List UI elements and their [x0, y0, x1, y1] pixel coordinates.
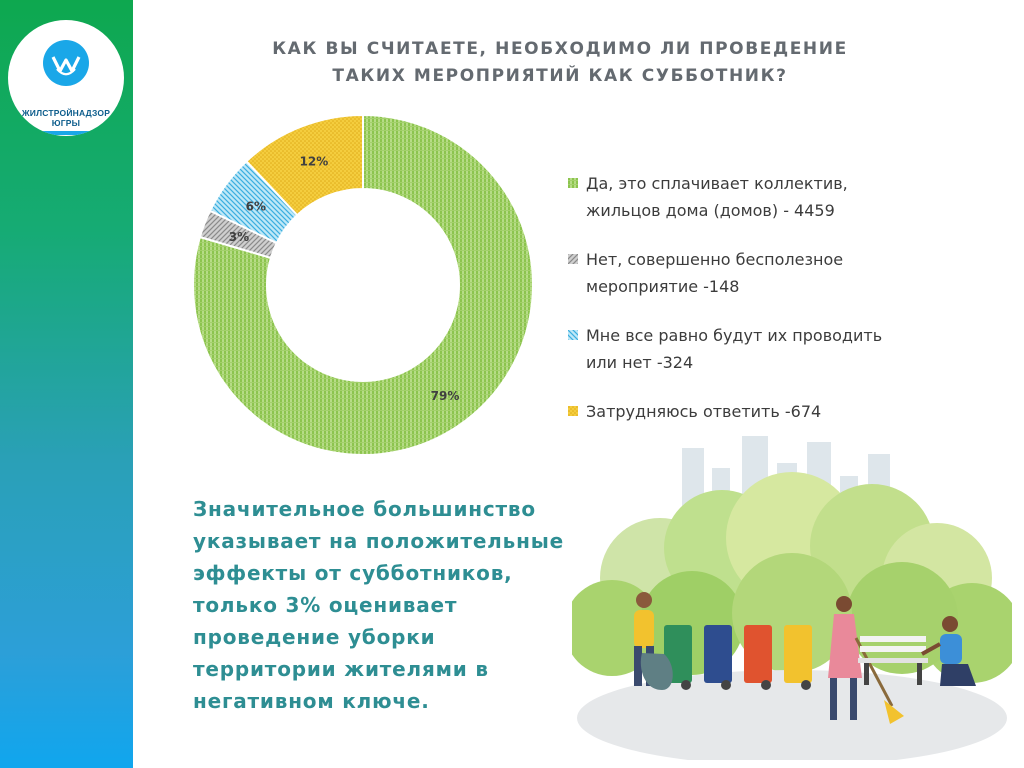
chart-legend: Да, это сплачивает коллектив, жильцов до… [568, 170, 1008, 447]
blue-bin-icon [704, 625, 732, 683]
legend-swatch-undecided [568, 406, 578, 416]
logo: ЖИЛСТРОЙНАДЗОР ЮГРЫ [8, 20, 124, 136]
legend-label-indifferent: Мне все равно будут их проводить или нет… [586, 326, 883, 372]
donut-slice-undecided [245, 113, 364, 217]
red-bin-icon [744, 625, 772, 683]
park-bench-icon [858, 636, 928, 685]
legend-item-undecided: Затрудняюсь ответить -674 [568, 398, 1008, 425]
summary-text: Значительное большинство указывает на по… [193, 497, 564, 713]
legend-swatch-no [568, 254, 578, 264]
person-with-bin-icon [634, 592, 673, 690]
side-color-bar: ЖИЛСТРОЙНАДЗОР ЮГРЫ [0, 0, 133, 768]
legend-item-no: Нет, совершенно бесполезное мероприятие … [568, 246, 1008, 300]
page-title: КАК ВЫ СЧИТАЕТЕ, НЕОБХОДИМО ЛИ ПРОВЕДЕНИ… [272, 39, 848, 86]
logo-text: ЖИЛСТРОЙНАДЗОР ЮГРЫ [21, 108, 111, 128]
legend-swatch-yes [568, 178, 578, 188]
yellow-bin-icon [784, 625, 812, 683]
logo-stripe-blue [28, 131, 104, 135]
person-painting-bench-icon [921, 616, 976, 686]
donut-label-indifferent: 6% [246, 199, 266, 213]
legend-swatch-indifferent [568, 330, 578, 340]
legend-item-indifferent: Мне все равно будут их проводить или нет… [568, 322, 1008, 376]
legend-item-yes: Да, это сплачивает коллектив, жильцов до… [568, 170, 1008, 224]
person-sweeping-icon [828, 596, 904, 724]
logo-emblem-icon [43, 40, 89, 86]
legend-label-undecided: Затрудняюсь ответить -674 [586, 402, 822, 421]
donut-label-yes: 79% [431, 389, 460, 403]
donut-slice-yes [192, 113, 532, 456]
donut-chart: 79% 3% 6% 12% [192, 113, 532, 456]
legend-label-no: Нет, совершенно бесполезное мероприятие … [586, 250, 844, 296]
donut-label-no: 3% [229, 230, 249, 244]
park-cleanup-illustration [572, 436, 1012, 760]
donut-label-undecided: 12% [300, 154, 329, 168]
legend-label-yes: Да, это сплачивает коллектив, жильцов до… [586, 174, 848, 220]
